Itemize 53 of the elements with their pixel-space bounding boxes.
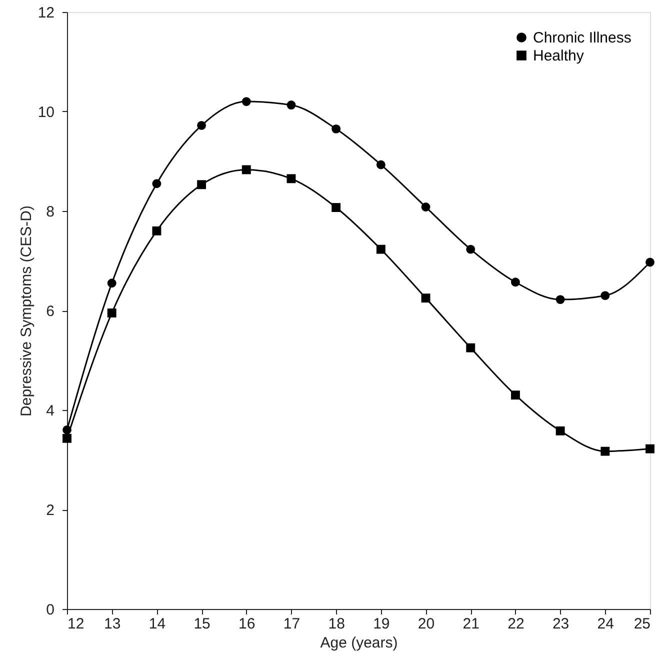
legend-label: Healthy — [533, 48, 584, 64]
point — [107, 278, 116, 288]
point — [332, 203, 341, 212]
legend-label: Chronic Illness — [533, 30, 632, 46]
x-tick-label: 16 — [238, 616, 256, 632]
point — [600, 291, 610, 300]
y-tick-label: 0 — [46, 602, 54, 618]
point — [62, 434, 72, 443]
x-tick-label: 12 — [68, 616, 84, 632]
point — [646, 258, 654, 267]
point — [152, 226, 162, 236]
point — [376, 244, 386, 254]
point — [376, 160, 386, 170]
point — [332, 124, 341, 134]
point — [242, 97, 251, 106]
point — [466, 244, 476, 254]
point — [421, 294, 430, 303]
point — [152, 179, 162, 188]
point — [242, 165, 251, 174]
point — [600, 446, 610, 456]
x-axis-title: Age (years) — [320, 634, 398, 652]
y-tick-label: 12 — [38, 4, 54, 22]
x-tick-label: 17 — [283, 616, 300, 632]
point — [556, 295, 565, 304]
x-tick-label: 14 — [148, 616, 166, 632]
point — [466, 343, 476, 352]
x-tick-label: 24 — [597, 616, 614, 632]
point — [286, 100, 296, 110]
y-tick-label: 2 — [46, 502, 54, 519]
x-tick-label: 21 — [462, 616, 480, 632]
y-axis-title: Depressive Symptoms (CES-D) — [18, 206, 35, 416]
point — [286, 174, 296, 184]
point — [197, 180, 206, 190]
x-tick-label: 18 — [328, 616, 345, 632]
y-tick-label: 10 — [38, 104, 54, 121]
x-tick-label: 13 — [104, 616, 121, 632]
point — [510, 390, 520, 400]
y-tick-label: 6 — [46, 303, 54, 320]
x-tick-label: 25 — [634, 616, 650, 632]
y-tick-label: 4 — [46, 402, 54, 420]
point — [510, 278, 520, 287]
point — [62, 425, 72, 434]
x-tick-label: 20 — [418, 616, 435, 632]
point — [646, 444, 654, 454]
x-tick-label: 15 — [194, 616, 210, 632]
x-tick-label: 22 — [508, 616, 524, 632]
point — [107, 308, 116, 318]
x-tick-label: 23 — [552, 616, 570, 632]
y-tick-label: 8 — [46, 204, 54, 220]
point — [197, 120, 206, 130]
x-tick-label: 19 — [373, 616, 390, 632]
point — [556, 426, 565, 436]
point — [421, 202, 430, 212]
